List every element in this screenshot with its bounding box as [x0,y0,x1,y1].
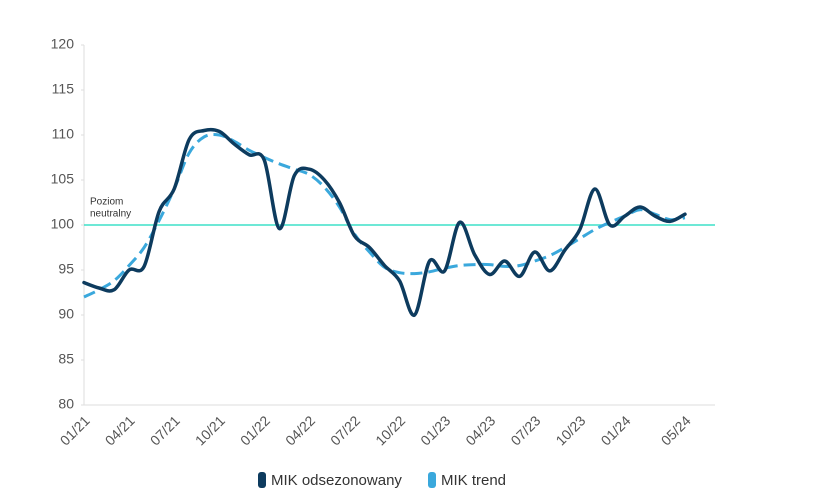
reference-label: Poziom [90,197,123,208]
y-tick-label: 115 [52,81,75,97]
x-tick-label: 01/21 [57,412,93,448]
legend-label: MIK odsezonowany [271,472,402,489]
x-tick-label: 10/21 [192,412,228,448]
series-line [83,132,686,299]
x-tick-label: 04/23 [462,412,498,448]
legend-swatch [258,472,266,488]
x-tick-label: 01/24 [598,412,634,448]
y-tick-label: 100 [51,216,75,232]
x-tick-label: 04/21 [102,412,138,448]
x-tick-label: 05/24 [658,412,694,448]
legend-swatch [428,472,436,488]
y-tick-label: 85 [58,351,74,367]
series-line [82,127,687,317]
y-tick-label: 120 [51,36,75,52]
x-tick-label: 07/22 [327,412,363,448]
x-tick-label: 01/23 [417,412,453,448]
x-tick-label: 10/23 [552,412,588,448]
x-tick-label: 10/22 [372,412,408,448]
x-tick-label: 01/22 [237,412,273,448]
y-tick-label: 95 [58,261,74,277]
y-tick-label: 110 [52,126,75,142]
legend-label: MIK trend [441,472,506,489]
y-tick-label: 105 [51,171,75,187]
y-tick-label: 90 [58,306,74,322]
x-tick-label: 07/21 [147,412,183,448]
x-tick-label: 04/22 [282,412,318,448]
x-tick-label: 07/23 [507,412,543,448]
reference-label: neutralny [90,209,131,220]
y-tick-label: 80 [58,396,74,412]
